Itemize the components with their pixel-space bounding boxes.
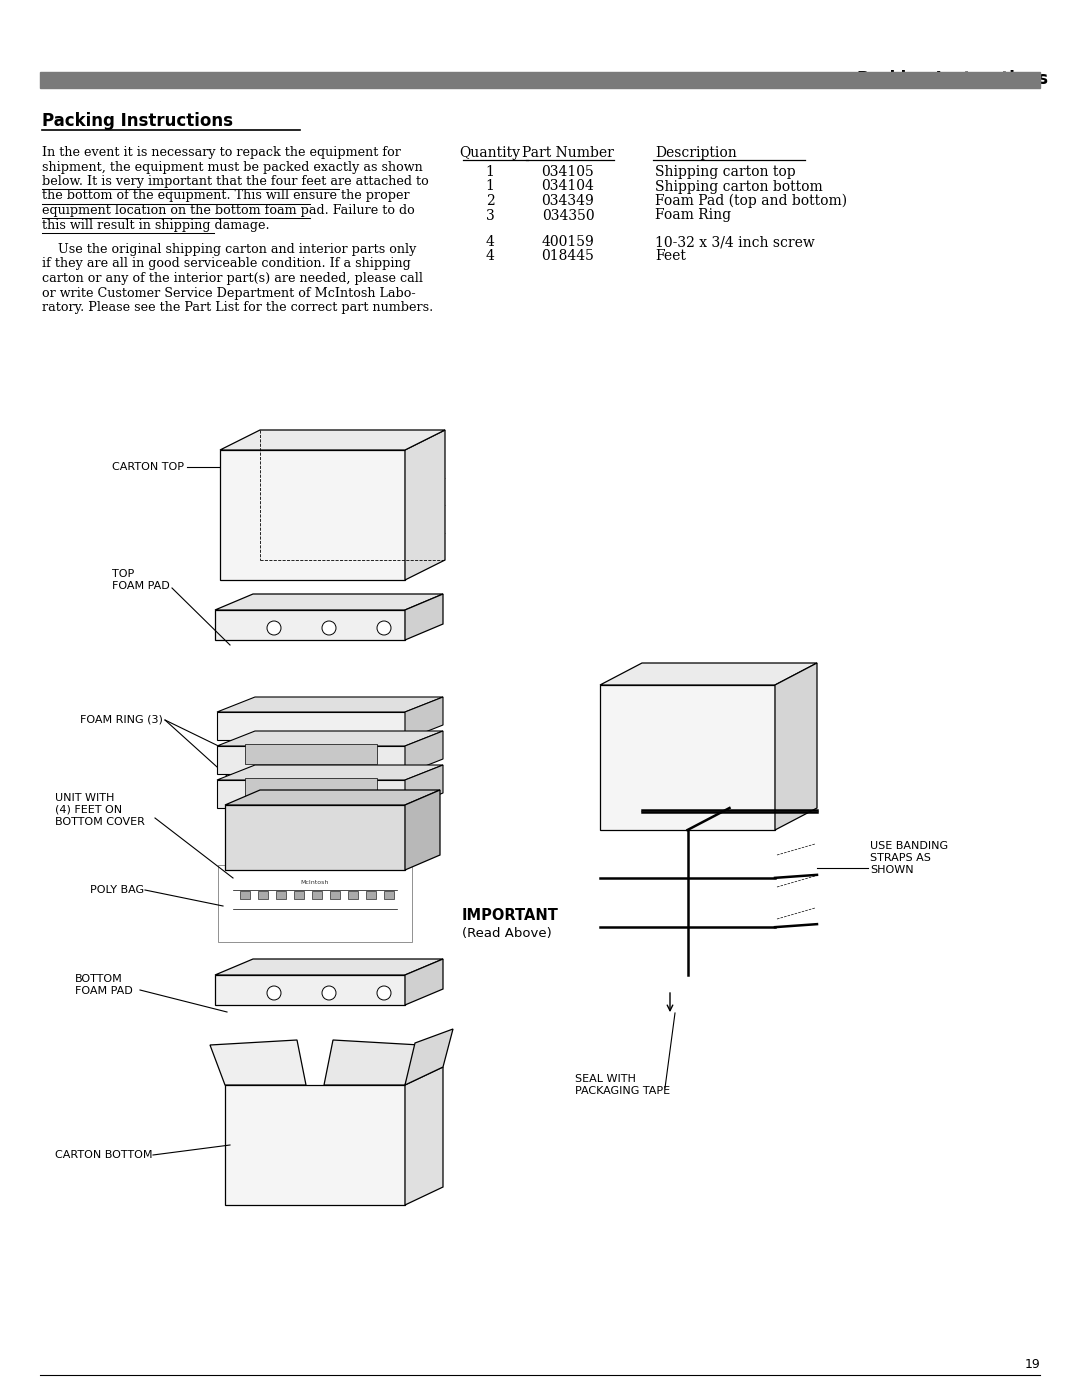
Text: Shipping carton top: Shipping carton top (654, 165, 796, 179)
Bar (240, 891, 249, 900)
Text: equipment location on the bottom foam pad. Failure to do: equipment location on the bottom foam pa… (42, 204, 415, 217)
Polygon shape (405, 1030, 453, 1085)
Polygon shape (600, 685, 775, 830)
Text: 2: 2 (486, 194, 495, 208)
Text: ratory. Please see the Part List for the correct part numbers.: ratory. Please see the Part List for the… (42, 300, 433, 314)
Text: 034104: 034104 (541, 179, 594, 194)
Text: 034105: 034105 (542, 165, 594, 179)
Polygon shape (225, 1085, 405, 1206)
Text: 018445: 018445 (541, 250, 594, 264)
Text: IMPORTANT: IMPORTANT (462, 908, 558, 922)
Text: Part Number: Part Number (522, 147, 613, 161)
Text: shipment, the equipment must be packed exactly as shown: shipment, the equipment must be packed e… (42, 161, 422, 173)
Text: Shipping carton bottom: Shipping carton bottom (654, 179, 823, 194)
Polygon shape (405, 789, 440, 870)
Bar (366, 891, 376, 900)
Polygon shape (405, 697, 443, 740)
Text: (Read Above): (Read Above) (462, 926, 552, 940)
Polygon shape (245, 812, 377, 833)
Text: USE BANDING
STRAPS AS
SHOWN: USE BANDING STRAPS AS SHOWN (870, 841, 948, 875)
Text: CARTON BOTTOM: CARTON BOTTOM (55, 1150, 152, 1160)
Text: 1: 1 (486, 165, 495, 179)
Text: 10-32 x 3/4 inch screw: 10-32 x 3/4 inch screw (654, 235, 814, 249)
Text: Foam Ring: Foam Ring (654, 208, 731, 222)
Text: In the event it is necessary to repack the equipment for: In the event it is necessary to repack t… (42, 147, 401, 159)
Bar (348, 891, 357, 900)
Polygon shape (217, 712, 405, 740)
Text: CARTON TOP: CARTON TOP (112, 462, 184, 472)
Polygon shape (324, 1039, 420, 1085)
Circle shape (322, 622, 336, 636)
Text: 034349: 034349 (542, 194, 594, 208)
Text: TOP
FOAM PAD: TOP FOAM PAD (112, 569, 170, 591)
Text: Packing Instructions: Packing Instructions (858, 70, 1048, 88)
Text: Foam Pad (top and bottom): Foam Pad (top and bottom) (654, 194, 847, 208)
Circle shape (267, 622, 281, 636)
Text: carton or any of the interior part(s) are needed, please call: carton or any of the interior part(s) ar… (42, 272, 423, 285)
Polygon shape (405, 731, 443, 774)
Polygon shape (217, 780, 405, 807)
Bar (276, 891, 286, 900)
Text: if they are all in good serviceable condition. If a shipping: if they are all in good serviceable cond… (42, 257, 410, 271)
Polygon shape (405, 430, 445, 580)
Polygon shape (220, 430, 445, 450)
Polygon shape (225, 805, 405, 870)
Text: Description: Description (654, 147, 737, 161)
Text: 19: 19 (1024, 1358, 1040, 1370)
Circle shape (267, 986, 281, 1000)
Bar (258, 891, 268, 900)
Polygon shape (245, 778, 377, 798)
Polygon shape (405, 594, 443, 640)
Text: 3: 3 (486, 208, 495, 222)
Text: 4: 4 (486, 250, 495, 264)
Polygon shape (217, 697, 443, 712)
Bar (40, 73, 1040, 88)
Polygon shape (405, 958, 443, 1004)
Polygon shape (405, 766, 443, 807)
Text: the bottom of the equipment. This will ensure the proper: the bottom of the equipment. This will e… (42, 190, 409, 203)
Polygon shape (215, 594, 443, 610)
Circle shape (322, 986, 336, 1000)
Polygon shape (217, 766, 443, 780)
Text: FOAM RING (3): FOAM RING (3) (80, 715, 163, 725)
Circle shape (377, 622, 391, 636)
Text: POLY BAG: POLY BAG (90, 886, 144, 895)
Bar (312, 891, 322, 900)
Bar (294, 891, 303, 900)
Polygon shape (225, 789, 440, 805)
Text: below. It is very important that the four feet are attached to: below. It is very important that the fou… (42, 175, 429, 189)
Text: 400159: 400159 (542, 235, 594, 249)
Text: 034350: 034350 (542, 208, 594, 222)
Text: BOTTOM
FOAM PAD: BOTTOM FOAM PAD (75, 974, 133, 996)
Polygon shape (217, 746, 405, 774)
Text: this will result in shipping damage.: this will result in shipping damage. (42, 218, 270, 232)
Text: SEAL WITH
PACKAGING TAPE: SEAL WITH PACKAGING TAPE (575, 1074, 670, 1095)
Polygon shape (215, 975, 405, 1004)
Polygon shape (210, 1039, 306, 1085)
Text: 4: 4 (486, 235, 495, 249)
Polygon shape (245, 745, 377, 764)
Polygon shape (775, 664, 816, 830)
Bar (330, 891, 340, 900)
Polygon shape (215, 610, 405, 640)
Text: Packing Instructions: Packing Instructions (42, 112, 233, 130)
Text: Quantity: Quantity (459, 147, 521, 161)
Polygon shape (215, 958, 443, 975)
Text: UNIT WITH
(4) FEET ON
BOTTOM COVER: UNIT WITH (4) FEET ON BOTTOM COVER (55, 793, 145, 827)
Text: or write Customer Service Department of McIntosh Labo-: or write Customer Service Department of … (42, 286, 416, 299)
Text: McIntosh: McIntosh (301, 880, 329, 886)
Text: Use the original shipping carton and interior parts only: Use the original shipping carton and int… (42, 243, 417, 256)
Polygon shape (405, 1067, 443, 1206)
Text: 1: 1 (486, 179, 495, 194)
Text: Feet: Feet (654, 250, 686, 264)
Polygon shape (220, 450, 405, 580)
Circle shape (377, 986, 391, 1000)
Bar (384, 891, 394, 900)
Polygon shape (217, 731, 443, 746)
Polygon shape (600, 664, 816, 685)
